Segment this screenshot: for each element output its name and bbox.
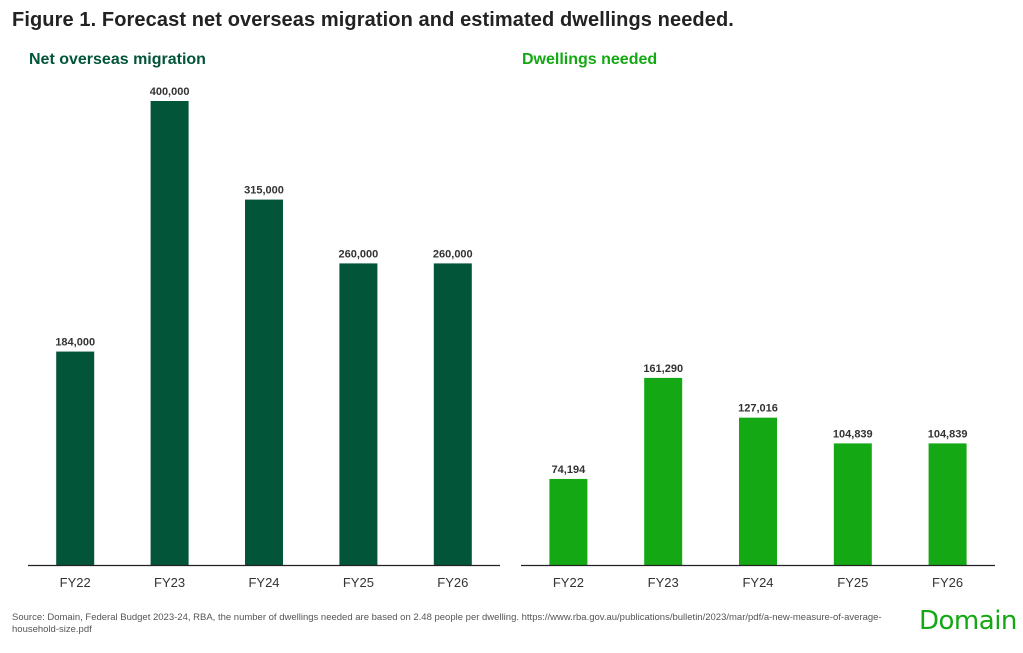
data-label-dwellings-needed-fy23: 161,290: [643, 363, 683, 375]
data-label-net-overseas-migration-fy23: 400,000: [150, 86, 190, 98]
data-label-dwellings-needed-fy25: 104,839: [833, 428, 873, 440]
x-tick-label-net-overseas-migration-fy26: FY26: [437, 575, 468, 590]
x-tick-label-dwellings-needed-fy22: FY22: [553, 575, 584, 590]
bar-dwellings-needed-fy23: [644, 377, 683, 565]
bar-net-overseas-migration-fy25: [339, 263, 378, 565]
data-label-net-overseas-migration-fy22: 184,000: [55, 337, 95, 349]
data-label-dwellings-needed-fy22: 74,194: [552, 464, 587, 476]
bar-net-overseas-migration-fy24: [245, 199, 283, 565]
bar-net-overseas-migration-fy26: [433, 263, 472, 565]
figure-title: Figure 1. Forecast net overseas migratio…: [12, 9, 734, 31]
data-label-net-overseas-migration-fy26: 260,000: [433, 248, 473, 260]
x-tick-label-net-overseas-migration-fy24: FY24: [248, 575, 279, 590]
source-note: Source: Domain, Federal Budget 2023-24, …: [12, 612, 882, 635]
bar-dwellings-needed-fy25: [833, 443, 872, 565]
bar-dwellings-needed-fy26: [928, 443, 967, 565]
bar-net-overseas-migration-fy22: [56, 351, 95, 565]
data-label-net-overseas-migration-fy24: 315,000: [244, 185, 284, 197]
x-tick-label-net-overseas-migration-fy25: FY25: [343, 575, 374, 590]
chart-title-net-overseas-migration: Net overseas migration: [29, 51, 206, 68]
x-tick-label-dwellings-needed-fy24: FY24: [742, 575, 773, 590]
bar-dwellings-needed-fy22: [549, 478, 588, 565]
data-label-dwellings-needed-fy24: 127,016: [738, 403, 778, 415]
x-tick-label-net-overseas-migration-fy23: FY23: [154, 575, 185, 590]
data-label-dwellings-needed-fy26: 104,839: [928, 428, 968, 440]
chart-title-dwellings-needed: Dwellings needed: [522, 51, 658, 68]
x-tick-label-net-overseas-migration-fy22: FY22: [60, 575, 91, 590]
x-tick-label-dwellings-needed-fy23: FY23: [648, 575, 679, 590]
x-tick-label-dwellings-needed-fy25: FY25: [837, 575, 868, 590]
bar-net-overseas-migration-fy23: [150, 101, 189, 565]
x-tick-label-dwellings-needed-fy26: FY26: [932, 575, 963, 590]
domain-logo: Domain: [919, 606, 1017, 636]
data-label-net-overseas-migration-fy25: 260,000: [339, 248, 379, 260]
bar-dwellings-needed-fy24: [739, 417, 777, 565]
